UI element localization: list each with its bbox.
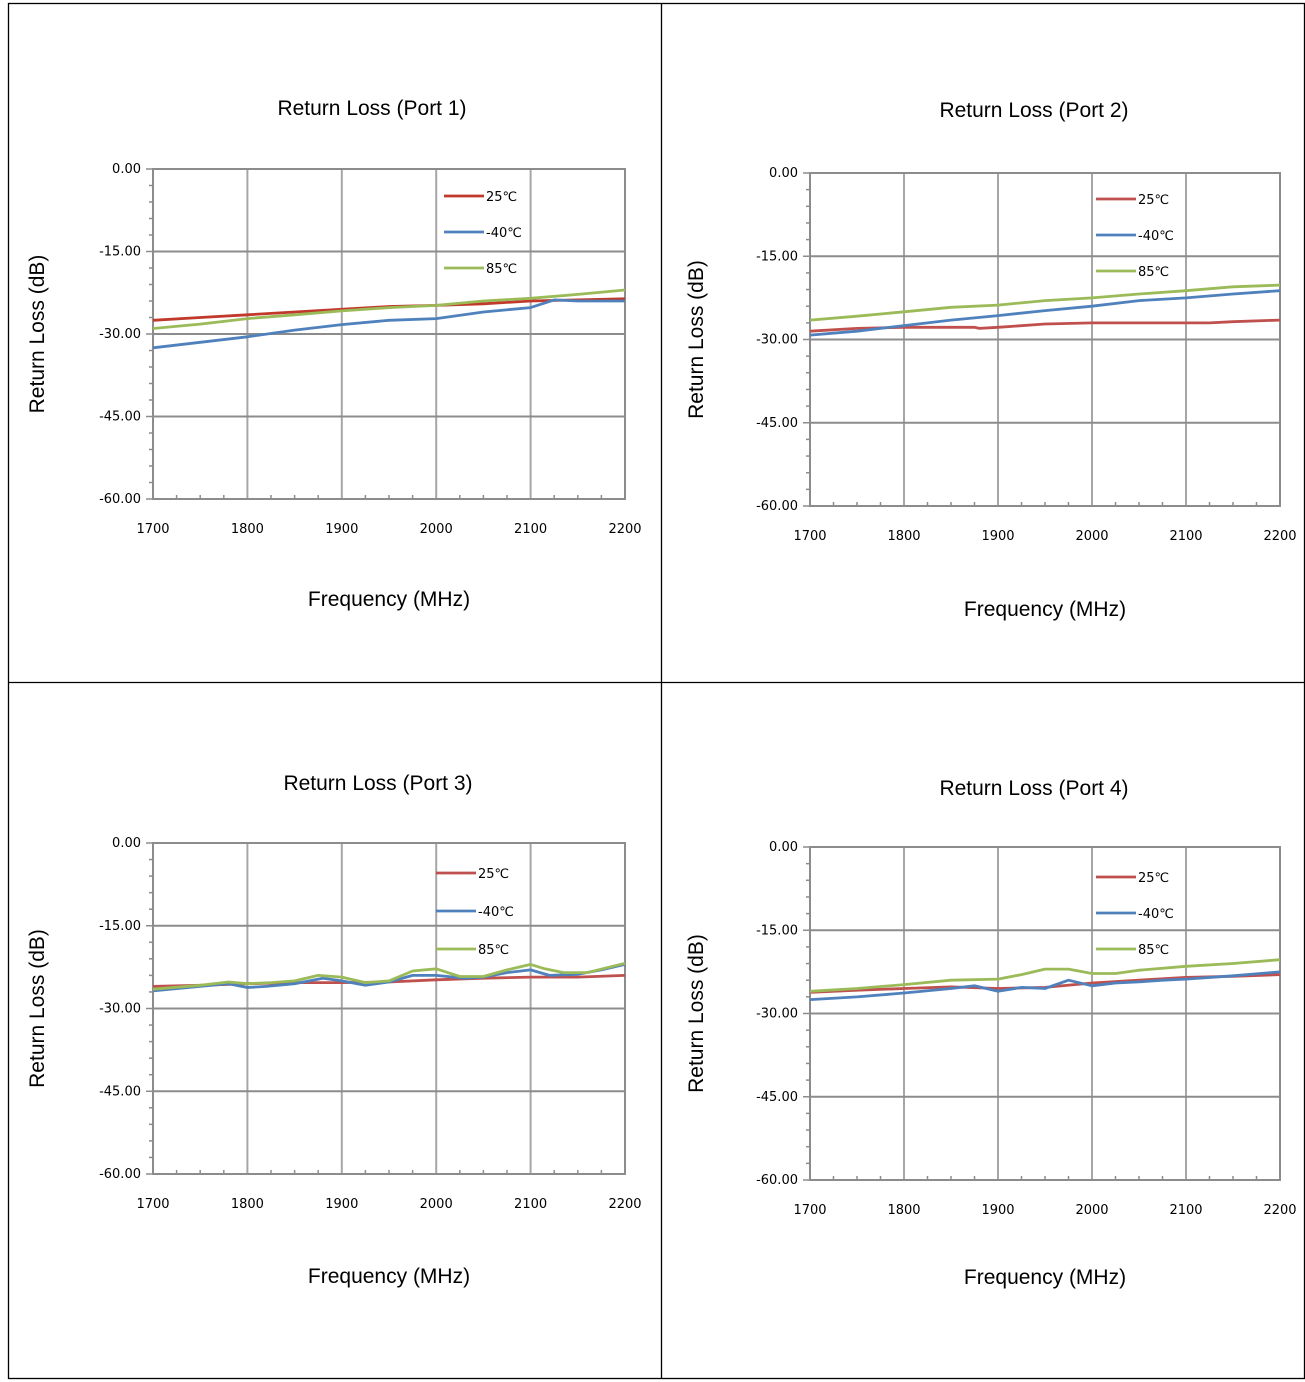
x-tick-label: 1800 [887, 529, 920, 544]
y-tick-label: 0.00 [112, 836, 141, 851]
chart-port-1: Return Loss (Port 1) Frequency (MHz) Ret… [26, 97, 642, 611]
legend-label: -40℃ [1138, 229, 1174, 244]
y-tick-label: -15.00 [99, 245, 141, 260]
chart-port-3: Return Loss (Port 3) Frequency (MHz) Ret… [26, 772, 642, 1288]
series-line [152, 963, 626, 993]
x-tick-label: 1800 [231, 522, 264, 537]
legend-label: 85℃ [486, 262, 517, 277]
legend-label: -40℃ [486, 226, 522, 241]
y-tick-label: -30.00 [756, 1007, 798, 1022]
y-tick-label: -15.00 [99, 919, 141, 934]
x-tick-label: 1900 [981, 1203, 1014, 1218]
x-tick-label: 2000 [1075, 1203, 1108, 1218]
y-tick-label: -15.00 [756, 923, 798, 938]
y-tick-label: -60.00 [756, 499, 798, 514]
y-tick-label: -15.00 [756, 249, 798, 264]
series-line [809, 283, 1281, 322]
legend-label: -40℃ [478, 905, 514, 920]
x-tick-label: 2100 [1169, 1203, 1202, 1218]
series-line [809, 289, 1281, 337]
x-tick-label: 1800 [231, 1197, 264, 1212]
chart-port-2: Return Loss (Port 2) Frequency (MHz) Ret… [685, 99, 1297, 621]
y-axis-label: Return Loss (dB) [685, 260, 708, 419]
x-axis-label: Frequency (MHz) [964, 1266, 1126, 1289]
x-tick-label: 1700 [136, 522, 169, 537]
x-axis-label: Frequency (MHz) [308, 588, 470, 611]
x-tick-label: 2000 [420, 522, 453, 537]
x-tick-label: 1900 [325, 522, 358, 537]
legend-label: 25℃ [478, 867, 509, 882]
y-tick-label: -30.00 [756, 333, 798, 348]
x-tick-label: 2200 [1263, 529, 1296, 544]
chart-title: Return Loss (Port 4) [939, 777, 1128, 800]
chart-panel-port-3: Return Loss (Port 3) Frequency (MHz) Ret… [26, 772, 642, 1288]
legend-label: 85℃ [1138, 265, 1169, 280]
x-tick-label: 1900 [325, 1197, 358, 1212]
x-tick-label: 2200 [608, 1197, 641, 1212]
y-tick-label: -45.00 [756, 416, 798, 431]
x-axis-label: Frequency (MHz) [308, 1265, 470, 1288]
legend-label: 85℃ [1138, 943, 1169, 958]
series-line [152, 298, 625, 350]
y-tick-label: -45.00 [99, 1084, 141, 1099]
y-tick-label: 0.00 [112, 162, 141, 177]
y-axis-label: Return Loss (dB) [26, 255, 49, 414]
y-tick-label: -45.00 [756, 1090, 798, 1105]
legend-label: 25℃ [486, 190, 517, 205]
series-line [152, 288, 626, 330]
chart-title: Return Loss (Port 3) [283, 772, 472, 795]
legend-label: 25℃ [1138, 871, 1169, 886]
y-tick-label: -30.00 [99, 1002, 141, 1017]
x-tick-label: 1900 [981, 529, 1014, 544]
y-axis-label: Return Loss (dB) [685, 934, 708, 1093]
legend-label: 85℃ [478, 943, 509, 958]
chart-panel-port-1: Return Loss (Port 1) Frequency (MHz) Ret… [0, 0, 661, 682]
x-tick-label: 1800 [887, 1203, 920, 1218]
y-tick-label: -60.00 [99, 492, 141, 507]
y-tick-label: -60.00 [756, 1173, 798, 1188]
chart-title: Return Loss (Port 2) [939, 99, 1128, 122]
series-line [809, 958, 1281, 993]
x-tick-label: 2000 [1075, 529, 1108, 544]
x-tick-label: 1700 [793, 529, 826, 544]
y-axis-label: Return Loss (dB) [26, 929, 49, 1088]
x-tick-label: 2200 [608, 522, 641, 537]
x-tick-label: 2100 [1169, 529, 1202, 544]
series-line [809, 970, 1281, 1001]
series-line [809, 318, 1281, 333]
x-tick-label: 2200 [1263, 1203, 1296, 1218]
y-tick-label: 0.00 [769, 840, 798, 855]
x-tick-label: 2100 [514, 1197, 547, 1212]
x-tick-label: 1700 [793, 1203, 826, 1218]
x-tick-label: 2100 [514, 522, 547, 537]
chart-title: Return Loss (Port 1) [277, 97, 466, 120]
y-tick-label: 0.00 [769, 166, 798, 181]
legend-label: 25℃ [1138, 193, 1169, 208]
y-tick-label: -30.00 [99, 327, 141, 342]
y-tick-label: -60.00 [99, 1167, 141, 1182]
x-axis-label: Frequency (MHz) [964, 598, 1126, 621]
x-tick-label: 2000 [420, 1197, 453, 1212]
x-tick-label: 1700 [136, 1197, 169, 1212]
series-line [152, 961, 626, 991]
y-tick-label: -45.00 [99, 410, 141, 425]
chart-panel-port-2: Return Loss (Port 2) Frequency (MHz) Ret… [0, 0, 1305, 682]
legend-label: -40℃ [1138, 907, 1174, 922]
